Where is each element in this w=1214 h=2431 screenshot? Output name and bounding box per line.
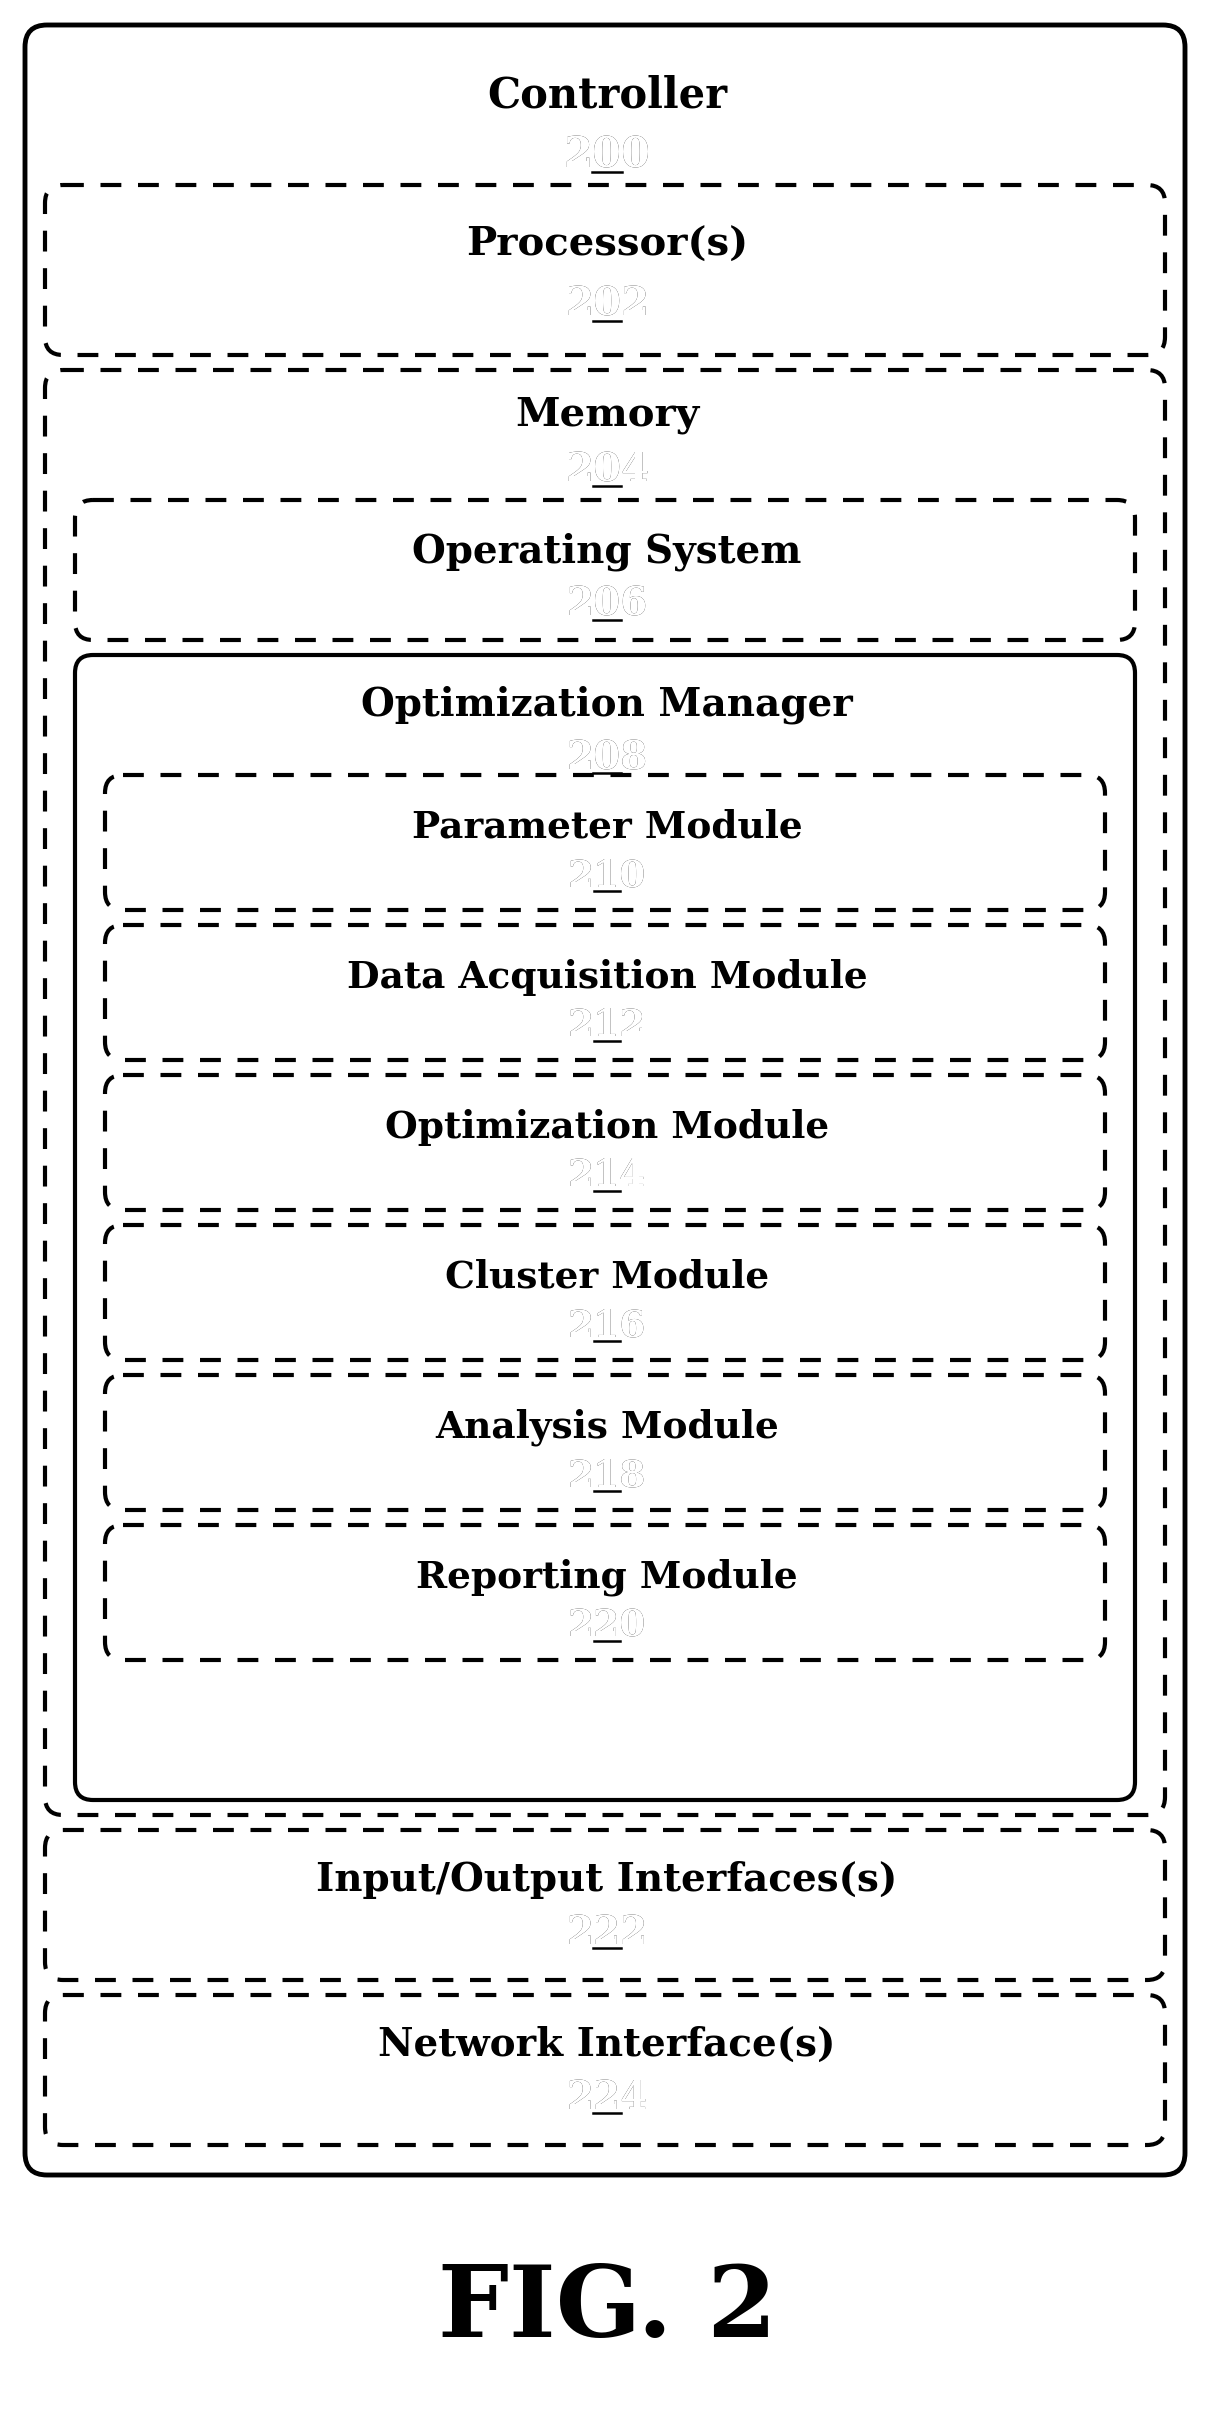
Text: Data Acquisition Module: Data Acquisition Module [347,958,867,997]
Text: 212: 212 [568,1006,646,1045]
Text: Analysis Module: Analysis Module [435,1408,779,1446]
FancyBboxPatch shape [25,24,1185,2176]
FancyBboxPatch shape [104,1376,1105,1510]
Text: 224: 224 [566,2079,648,2117]
Text: Network Interface(s): Network Interface(s) [379,2025,835,2064]
Text: 210: 210 [568,858,646,895]
Text: 204: 204 [565,452,649,489]
Text: 202: 202 [565,287,649,323]
Text: 204: 204 [565,452,649,489]
Text: Operating System: Operating System [413,532,801,571]
Text: 208: 208 [567,739,647,778]
Text: Optimization Manager: Optimization Manager [361,686,853,724]
Text: 222: 222 [566,1913,648,1952]
FancyBboxPatch shape [45,1996,1165,2144]
Text: Reporting Module: Reporting Module [416,1558,798,1595]
Text: 214: 214 [568,1157,646,1194]
Text: 206: 206 [566,586,648,625]
Text: Cluster Module: Cluster Module [446,1259,768,1296]
Text: Processor(s): Processor(s) [466,226,748,265]
Text: Input/Output Interfaces(s): Input/Output Interfaces(s) [317,1862,897,1899]
Text: 220: 220 [568,1607,646,1643]
Text: 222: 222 [566,1913,648,1952]
FancyBboxPatch shape [75,501,1135,639]
FancyBboxPatch shape [75,654,1135,1799]
Text: 208: 208 [567,739,647,778]
FancyBboxPatch shape [104,1524,1105,1660]
FancyBboxPatch shape [45,185,1165,355]
Text: Controller: Controller [487,73,727,117]
Text: 212: 212 [568,1006,646,1045]
Text: Memory: Memory [515,396,699,435]
Text: 216: 216 [568,1308,646,1344]
FancyBboxPatch shape [104,1225,1105,1359]
Text: 214: 214 [568,1157,646,1194]
Text: 216: 216 [568,1308,646,1344]
FancyBboxPatch shape [104,775,1105,909]
Text: 202: 202 [565,287,649,323]
Text: FIG. 2: FIG. 2 [437,2261,777,2358]
Text: 200: 200 [563,134,651,175]
Text: 200: 200 [563,134,651,175]
FancyBboxPatch shape [45,1831,1165,1979]
FancyBboxPatch shape [45,370,1165,1816]
Text: 218: 218 [568,1459,646,1495]
Text: Optimization Module: Optimization Module [385,1109,829,1145]
FancyBboxPatch shape [104,926,1105,1060]
Text: 210: 210 [568,858,646,895]
Text: 224: 224 [566,2079,648,2117]
Text: Parameter Module: Parameter Module [412,810,802,846]
Text: 206: 206 [566,586,648,625]
FancyBboxPatch shape [104,1075,1105,1211]
Text: 218: 218 [568,1459,646,1495]
Text: 220: 220 [568,1607,646,1643]
